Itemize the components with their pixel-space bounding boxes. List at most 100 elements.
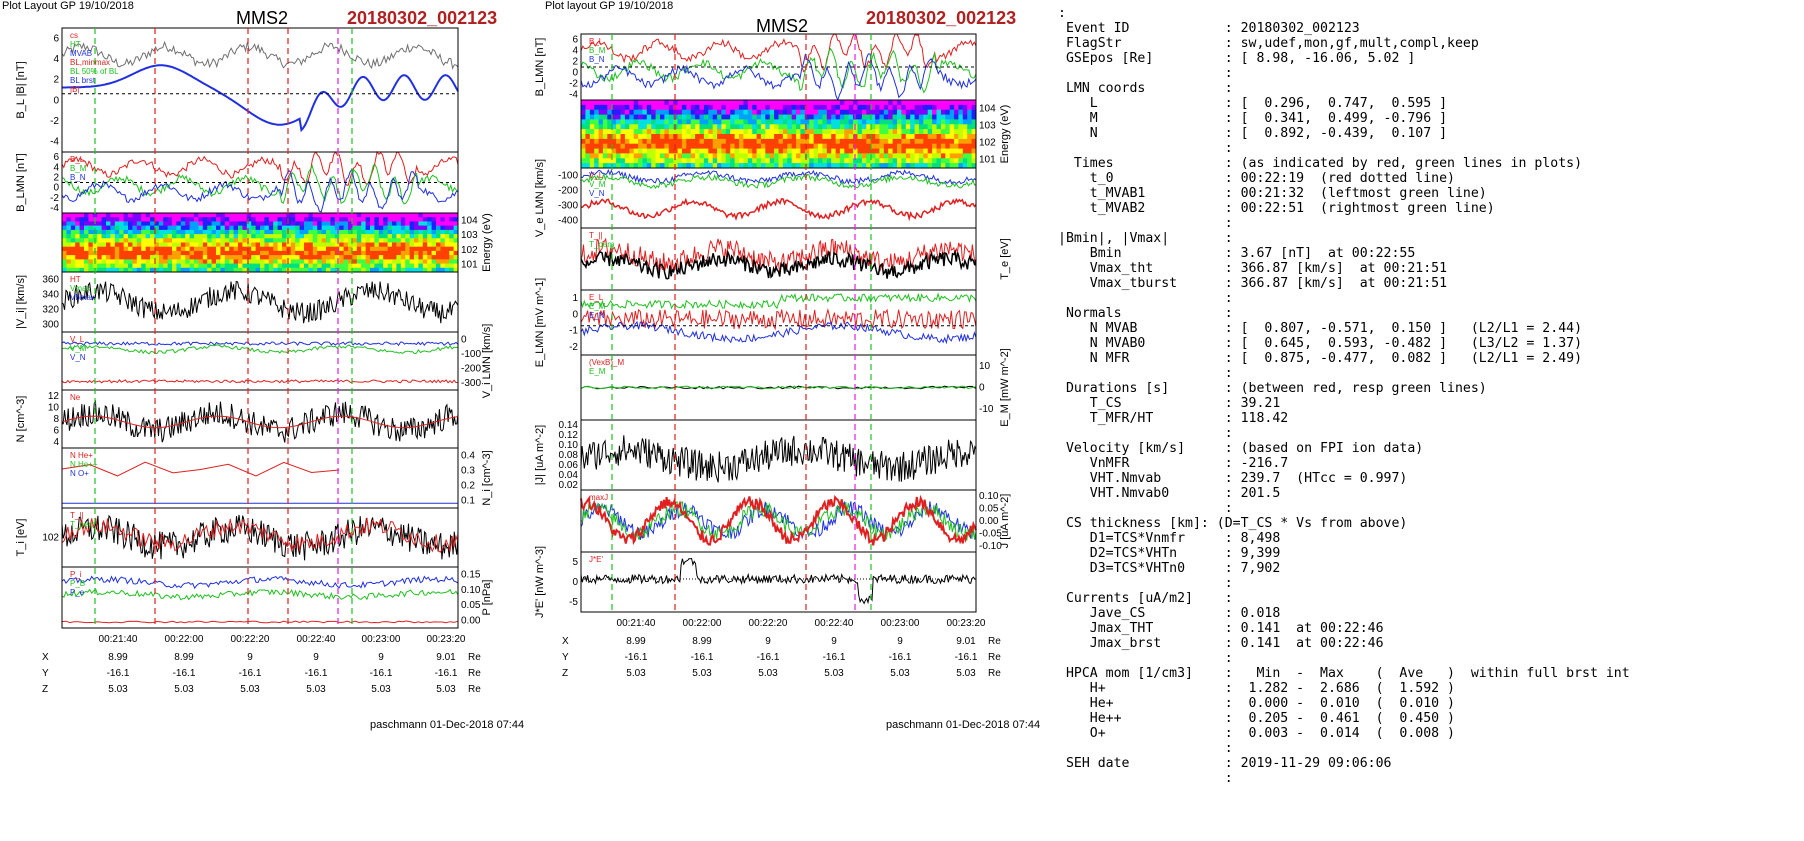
spectrogram-cell: [791, 114, 797, 120]
spectrogram-cell: [418, 217, 424, 222]
x-tick-label: 00:22:20: [231, 634, 270, 645]
spectrogram-cell: [383, 234, 389, 239]
spectrogram-cell: [918, 114, 924, 120]
spectrogram-cell: [119, 267, 125, 273]
spectrogram-cell: [392, 238, 397, 243]
spectrogram-cell: [901, 104, 907, 111]
spectrogram-cell: [321, 242, 327, 248]
spectrogram-cell: [172, 263, 177, 269]
spectrogram-cell: [396, 255, 402, 260]
spectrogram-cell: [180, 221, 186, 227]
spectrogram-cell: [831, 109, 837, 116]
spectrogram-cell: [136, 267, 142, 273]
spectrogram-cell: [927, 143, 933, 150]
right-layout-label: Plot layout GP 19/10/2018: [545, 0, 674, 12]
spectrogram-cell: [207, 229, 213, 235]
spectrogram-cell: [216, 221, 221, 227]
spectrogram-cell: [813, 119, 819, 125]
spectrogram-cell: [616, 100, 621, 106]
spectrogram-cell: [273, 250, 279, 256]
spectrogram-cell: [646, 109, 652, 116]
spectrogram-cell: [238, 217, 243, 222]
spectrogram-cell: [743, 114, 749, 120]
spectrogram-cell: [405, 238, 411, 243]
spectrogram-cell: [444, 234, 450, 239]
spectrogram-cell: [778, 119, 784, 125]
spectrogram-cell: [809, 119, 815, 125]
series-line: [580, 385, 977, 390]
spectrogram-cell: [791, 129, 797, 135]
spectrogram-cell: [668, 158, 674, 164]
info-line: D1=TCS*Vnmfr : 8,498: [1058, 531, 1281, 546]
spectrogram-cell: [400, 267, 406, 273]
spectrogram-cell: [282, 259, 287, 265]
spectrogram-cell: [312, 246, 318, 252]
spectrogram-cell: [620, 158, 626, 164]
spectrogram-cell: [734, 163, 740, 169]
spectrogram-cell: [110, 213, 116, 218]
spectrogram-cell: [668, 134, 674, 140]
spectrogram-cell: [317, 263, 323, 269]
spectrogram-cell: [853, 138, 858, 145]
spectrogram-cell: [62, 255, 67, 260]
info-line: VHT.Nmvab : 239.7 (HTcc = 0.997): [1058, 471, 1408, 486]
spectrogram-cell: [207, 255, 213, 260]
spectrogram-cell: [378, 217, 384, 222]
spectrogram-cell: [312, 259, 318, 265]
y-axis-label: T_e [eV]: [999, 238, 1011, 280]
spectrogram-cell: [949, 104, 955, 111]
ephem-value: 5.03: [174, 684, 194, 695]
spectrogram-cell: [427, 250, 433, 256]
spectrogram-cell: [418, 221, 424, 227]
spectrogram-cell: [962, 134, 968, 140]
spectrogram-cell: [84, 259, 89, 265]
legend-entry: Vmax: [70, 284, 90, 293]
spectrogram-cell: [242, 267, 248, 273]
spectrogram-cell: [427, 246, 433, 252]
spectrogram-cell: [646, 124, 652, 130]
spectrogram-cell: [383, 267, 389, 273]
info-line: :: [1058, 741, 1233, 756]
spectrogram-cell: [352, 225, 358, 231]
ephem-label: X: [562, 636, 569, 647]
spectrogram-cell: [664, 143, 670, 150]
spectrogram-cell: [818, 119, 823, 125]
spectrogram-cell: [255, 229, 261, 235]
spectrogram-cell: [861, 143, 867, 150]
spectrogram-cell: [962, 104, 968, 111]
spectrogram-cell: [945, 109, 951, 116]
spectrogram-cell: [176, 217, 182, 222]
spectrogram-cell: [673, 114, 679, 120]
spectrogram-cell: [409, 263, 415, 269]
spectrogram-cell: [282, 229, 287, 235]
spectrogram-cell: [70, 246, 76, 252]
spectrogram-cell: [756, 100, 762, 106]
spectrogram-cell: [70, 250, 76, 256]
legend-entry: BL,minmax: [70, 58, 110, 67]
spectrogram-cell: [352, 238, 358, 243]
spectrogram-cell: [75, 246, 81, 252]
legend-entry: P_i: [70, 570, 82, 579]
spectrogram-cell: [189, 213, 195, 218]
spectrogram-cell: [664, 104, 670, 111]
spectrogram-cell: [822, 109, 828, 116]
legend-entry: E_M: [589, 367, 606, 376]
spectrogram-cell: [207, 259, 213, 265]
spectrogram-cell: [800, 129, 806, 135]
spectrogram-cell: [220, 267, 226, 273]
spectrogram-cell: [778, 114, 784, 120]
spectrogram-cell: [84, 263, 89, 269]
spectrogram-cell: [681, 100, 687, 106]
spectrogram-cell: [905, 119, 911, 125]
spectrogram-cell: [686, 114, 692, 120]
y-tick-label: 0.1: [461, 496, 475, 507]
spectrogram-cell: [897, 129, 902, 135]
spectrogram-cell: [378, 267, 384, 273]
series-line: [580, 307, 977, 331]
spectrogram-cell: [392, 221, 397, 227]
spectrogram-cell: [308, 255, 314, 260]
spectrogram-cell: [883, 100, 889, 106]
spectrogram-cell: [752, 124, 758, 130]
spectrogram-cell: [387, 229, 393, 235]
spectrogram-cell: [383, 221, 389, 227]
